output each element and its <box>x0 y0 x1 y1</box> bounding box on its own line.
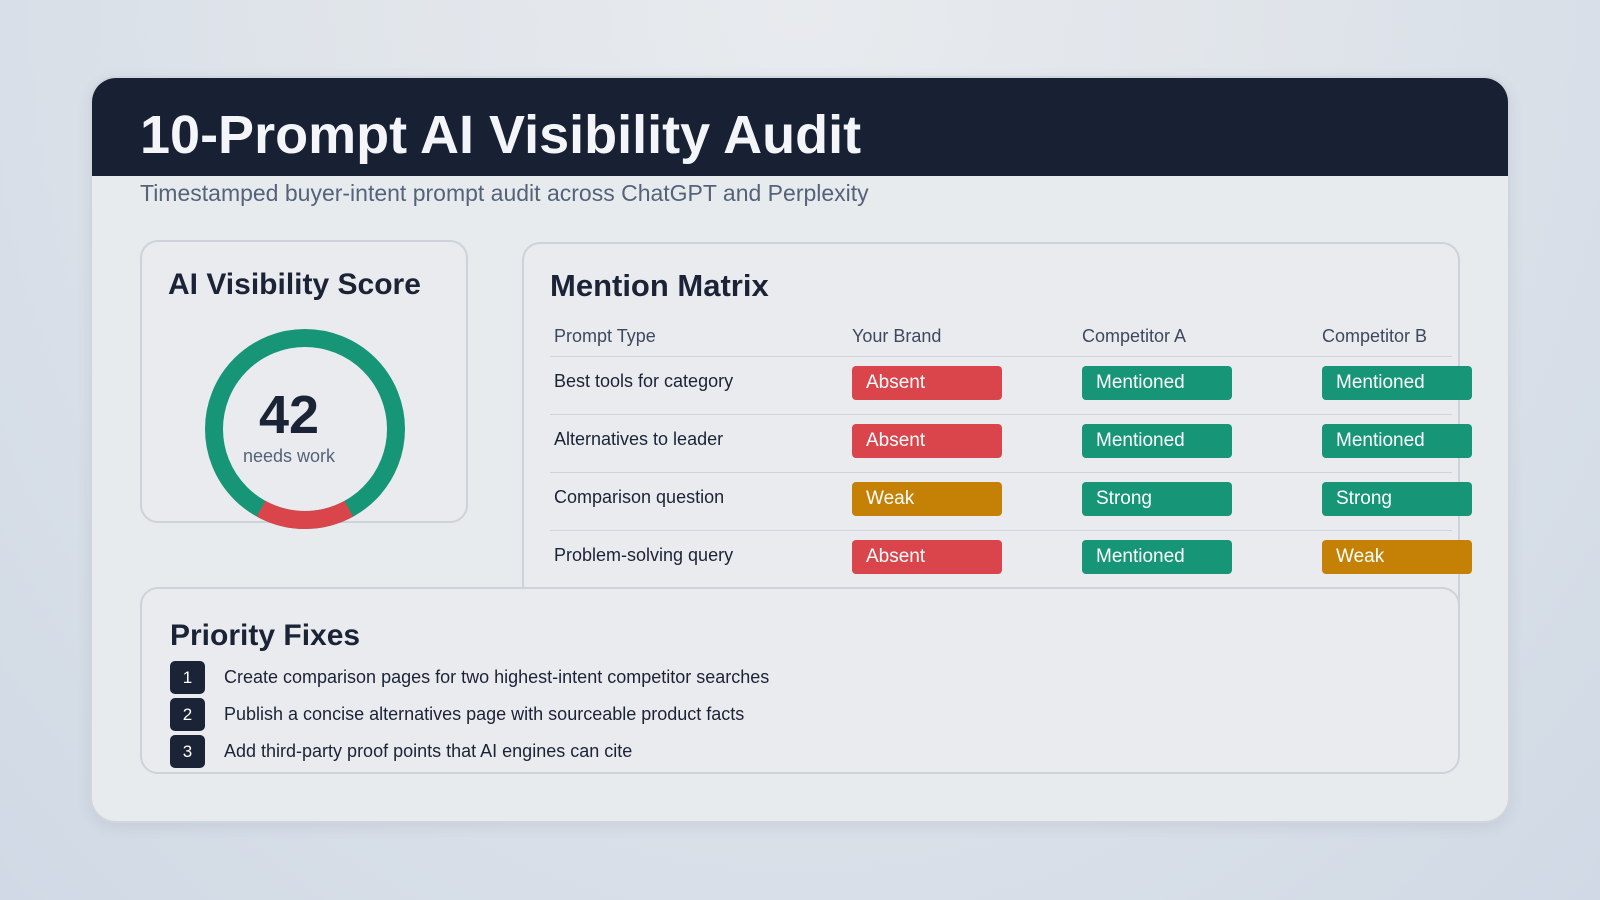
row-label: Problem-solving query <box>554 545 734 565</box>
score-title: AI Visibility Score <box>168 268 421 301</box>
table-row: Problem-solving query Absent Mentioned W… <box>550 530 1472 588</box>
header-band <box>92 78 1508 176</box>
status-badge: Mentioned <box>1322 366 1472 400</box>
row-label: Comparison question <box>554 487 725 507</box>
table-row: Comparison question Weak Strong Strong <box>550 472 1472 530</box>
row-label: Alternatives to leader <box>554 429 724 449</box>
status-badge: Strong <box>1322 482 1472 516</box>
table-row: Alternatives to leader Absent Mentioned … <box>550 414 1472 472</box>
score-caption: needs work <box>242 446 336 466</box>
fix-number-badge: 3 <box>170 735 205 768</box>
fix-text: Publish a concise alternatives page with… <box>224 704 745 724</box>
score-donut <box>205 329 405 529</box>
status-badge: Mentioned <box>1082 366 1232 400</box>
column-header-prompt-type: Prompt Type <box>554 326 656 346</box>
score-ring-bad <box>205 329 405 529</box>
mention-matrix-table: Prompt Type Your Brand Competitor A Comp… <box>550 320 1472 588</box>
audit-card: 10-Prompt AI Visibility Audit Timestampe… <box>90 76 1510 823</box>
status-badge: Weak <box>852 482 1002 516</box>
priority-fixes-panel: Priority Fixes 1 Create comparison pages… <box>140 587 1460 774</box>
status-badge: Mentioned <box>1322 424 1472 458</box>
matrix-title: Mention Matrix <box>550 268 769 303</box>
fix-text: Create comparison pages for two highest-… <box>224 667 770 687</box>
fix-number-badge: 2 <box>170 698 205 731</box>
visibility-score-panel: AI Visibility Score 42 needs work <box>140 240 468 529</box>
status-badge: Mentioned <box>1082 540 1232 574</box>
page-subtitle: Timestamped buyer-intent prompt audit ac… <box>140 180 869 206</box>
matrix-header-row: Prompt Type Your Brand Competitor A Comp… <box>550 320 1452 356</box>
status-badge: Absent <box>852 540 1002 574</box>
fixes-title: Priority Fixes <box>170 619 361 652</box>
column-header-competitor-a: Competitor A <box>1082 326 1187 346</box>
page-title: 10-Prompt AI Visibility Audit <box>140 105 862 165</box>
fix-number-badge: 1 <box>170 661 205 694</box>
column-header-competitor-b: Competitor B <box>1322 326 1428 346</box>
score-value: 42 <box>258 385 320 445</box>
status-badge: Absent <box>852 366 1002 400</box>
row-label: Best tools for category <box>554 371 734 391</box>
column-header-your-brand: Your Brand <box>852 326 942 346</box>
status-badge: Weak <box>1322 540 1472 574</box>
status-badge: Absent <box>852 424 1002 458</box>
status-badge: Strong <box>1082 482 1232 516</box>
status-badge: Mentioned <box>1082 424 1232 458</box>
fix-text: Add third-party proof points that AI eng… <box>224 741 633 761</box>
table-row: Best tools for category Absent Mentioned… <box>550 356 1472 414</box>
